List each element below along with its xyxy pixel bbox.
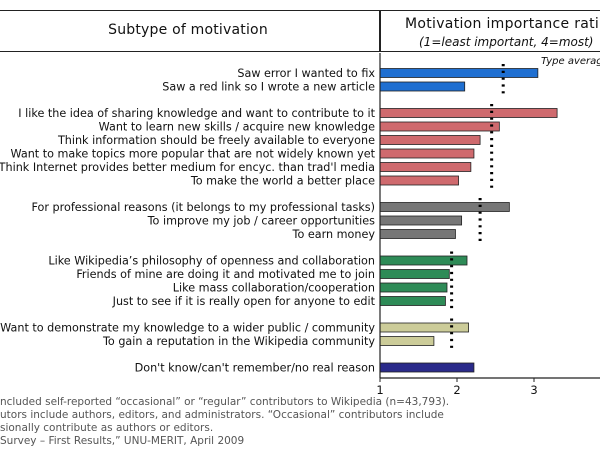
bar-g5-0	[379, 362, 475, 373]
type-average-label: Type averag	[541, 56, 600, 67]
row-label-g1-5: To make the world a better place	[190, 175, 375, 188]
rating-header-subtitle: (1=least important, 4=most)	[419, 35, 594, 49]
row-label-g1-2: Think information should be freely avail…	[57, 134, 375, 147]
bar-g1-1	[379, 121, 500, 132]
bar-g2-0	[379, 202, 510, 212]
x-tick-label-1: 1	[376, 383, 383, 397]
x-tick-label-3: 3	[530, 383, 537, 397]
row-label-g0-1: Saw a red link so I wrote a new article	[162, 81, 375, 94]
bar-g4-1	[379, 336, 435, 346]
footnote-line-4: Survey – First Results,” UNU-MERIT, Apri…	[0, 435, 245, 447]
x-tick-label-2: 2	[453, 383, 460, 397]
bar-g3-2	[379, 282, 448, 293]
bar-g4-0	[379, 322, 469, 333]
bar-g2-2	[379, 229, 456, 239]
subtype-header: Subtype of motivation	[0, 10, 380, 52]
subtype-header-title: Subtype of motivation	[108, 22, 268, 38]
row-label-g3-0: Like Wikipedia’s philosophy of openness …	[48, 255, 375, 268]
row-label-g1-3: Want to make topics more popular that ar…	[11, 148, 376, 161]
rating-header: Motivation importance rati (1=least impo…	[380, 10, 600, 52]
bar-g1-0	[379, 108, 558, 118]
bar-g0-0	[379, 68, 539, 78]
bar-g1-2	[379, 135, 481, 145]
rating-header-title: Motivation importance rati	[405, 16, 600, 32]
bar-g3-1	[379, 269, 450, 279]
bar-g2-1	[379, 215, 463, 226]
row-label-g1-0: I like the idea of sharing knowledge and…	[18, 107, 375, 120]
footnote-line-1: ncluded self-reported “occasional” or “r…	[0, 396, 450, 408]
row-label-g5-0: Don't know/can't remember/no real reason	[135, 362, 375, 375]
row-label-g1-1: Want to learn new skills / acquire new k…	[99, 121, 375, 134]
row-label-g0-0: Saw error I wanted to fix	[237, 67, 375, 80]
bar-g0-1	[379, 81, 466, 92]
footnote-line-3: sionally contribute as authors or editor…	[0, 422, 214, 434]
row-label-g3-3: Just to see if it is really open for any…	[112, 295, 376, 308]
row-label-g4-1: To gain a reputation in the Wikipedia co…	[102, 335, 375, 348]
footnote-line-2: utors include authors, editors, and admi…	[0, 409, 444, 421]
bar-g1-4	[379, 162, 472, 172]
bar-g3-3	[379, 296, 446, 306]
row-label-g4-0: Want to demonstrate my knowledge to a wi…	[0, 322, 375, 335]
row-label-g2-0: For professional reasons (it belongs to …	[32, 201, 376, 214]
row-label-g3-2: Like mass collaboration/cooperation	[173, 282, 375, 295]
bar-g1-5	[379, 175, 459, 186]
bar-g3-0	[379, 255, 468, 266]
row-label-g2-1: To improve my job / career opportunities	[147, 215, 376, 228]
row-label-g2-2: To earn money	[292, 228, 376, 241]
row-label-g1-4: Think Internet provides better medium fo…	[0, 161, 375, 174]
row-label-g3-1: Friends of mine are doing it and motivat…	[76, 268, 375, 281]
bar-g1-3	[379, 148, 475, 159]
